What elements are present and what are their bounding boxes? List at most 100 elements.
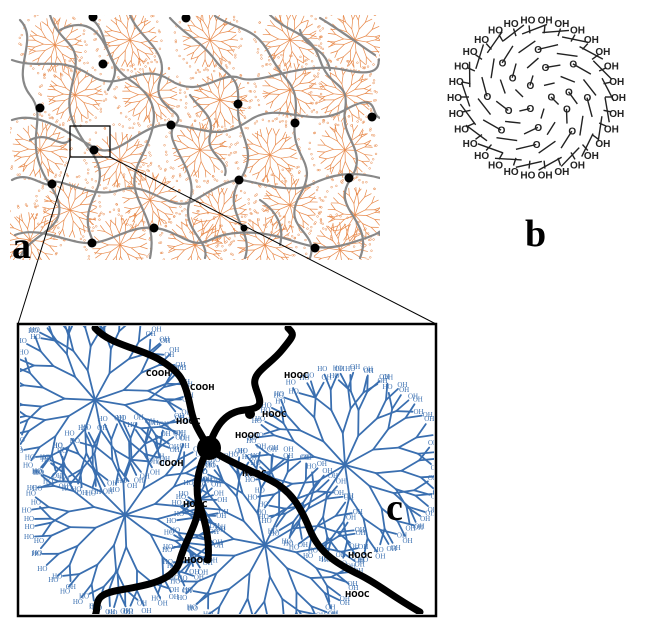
dendrimer-bond [129,589,138,607]
hydroxyl-dot [281,168,284,171]
dendrimer-bond [200,220,211,222]
dendrimer-bond [54,33,60,46]
hydroxyl-dot [296,5,298,7]
molecule-bond [570,34,576,42]
dendrimer-bond [273,434,295,443]
dendrimer-bond [168,237,177,240]
hydroxyl-label: OH [158,599,168,607]
hydroxyl-dot [357,117,361,120]
dendrimer-bond [202,20,209,30]
dendrimer-bond [347,233,350,242]
dendrimer-bond [219,188,224,195]
dendrimer-bond [337,218,345,227]
hydroxyl-dot [122,68,125,72]
hydroxyl-label: OH [348,584,358,592]
hydroxyl-dot [44,264,46,266]
oxygen-label: O [527,81,535,92]
dendrimer-bond [289,39,302,42]
dendrimer-bond [149,83,155,96]
dendrimer-bond [362,223,367,233]
hydroxyl-label: OH [336,478,346,486]
hydroxyl-label: HO [116,414,126,422]
dendrimer-bond [257,493,276,498]
hydroxyl-dot [347,115,351,118]
dendrimer-bond [339,222,342,231]
dendrimer-bond [194,149,201,161]
dendrimer-bond [415,423,427,439]
hydroxyl-dot [171,112,174,116]
hydroxyl-label: OH [140,473,150,481]
hydroxyl-dot [225,66,229,69]
hydroxyl-dot [279,214,282,218]
hydroxyl-dot [35,195,38,198]
hydroxyl-label: OH [146,330,156,338]
hydroxyl-label: OH [420,515,430,523]
hydroxyl-label: HO [170,577,180,585]
molecule-bond [598,67,607,72]
dendrimer-bond [329,388,333,412]
dendrimer-bond [344,161,350,171]
dendrimer-bond [54,44,58,57]
dendrimer-bond [129,90,139,96]
hydroxyl-dot [256,51,259,54]
dendrimer-bond [413,489,431,496]
dendrimer-bond [268,127,273,136]
hydroxyl-dot [125,115,128,118]
dendrimer-bond [73,114,76,123]
dendrimer-bond [349,235,355,242]
dendrimer-bond [334,69,337,77]
dendrimer-bond [200,161,206,171]
dendrimer-bond [200,15,202,23]
dendrimer-bond [256,236,266,246]
hydroxyl-dot [317,72,320,75]
hydroxyl-dot [179,119,183,122]
hydroxyl-dot [224,64,228,67]
hydroxyl-dot [319,92,323,96]
dendrimer-bond [74,94,87,97]
dendrimer-bond [266,143,271,156]
dendrimer-bond [319,85,328,87]
dendrimer-bond [135,171,142,178]
dendrimer-bond [199,110,203,118]
hydroxyl-dot [266,63,269,66]
hydroxyl-dot [215,6,217,8]
dendrimer-bond [193,213,201,219]
dendrimer-bond [44,44,56,51]
hydroxyl-dot [104,273,106,275]
dendrimer-bond [256,512,266,546]
hydroxyl-dot [370,249,373,252]
hydroxyl-dot [372,81,375,85]
dendrimer-bond [219,57,227,62]
dendrimer-bond [270,459,290,473]
dendrimer-bond [59,144,67,150]
dendrimer-bond [76,106,82,115]
hydroxyl-dot [230,126,233,129]
dendrimer-bond [263,493,276,509]
dendrimer-bond [129,422,138,440]
polymer-chain [28,136,72,144]
molecule-bond [556,52,578,57]
dendrimer-bond [261,136,268,145]
dendrimer-bond [214,239,222,243]
hydroxyl-label: HO [19,348,29,356]
dendrimer-bond [273,77,283,82]
dendrimer-bond [52,33,56,46]
dendrimer-bond [264,238,276,246]
dendrimer-bond [318,99,326,104]
hydroxyl-label: HO [42,315,52,323]
dendrimer-bond [78,216,89,221]
dendrimer-bond [144,442,150,465]
dendrimer-bond [234,197,242,203]
hydroxyl-label: OH [180,442,190,450]
dendrimer-bond [26,159,35,166]
dendrimer-bond [366,39,376,43]
dendrimer-bond [22,220,28,230]
dendrimer-bond [147,382,168,392]
dendrimer-bond [341,74,344,85]
dendrimer-bond [353,232,362,236]
dendrimer-bond [328,248,341,251]
dendrimer-bond [160,83,168,91]
dendrimer-bond [261,146,271,156]
dendrimer-bond [110,423,119,441]
hydroxyl-dot [321,222,324,225]
